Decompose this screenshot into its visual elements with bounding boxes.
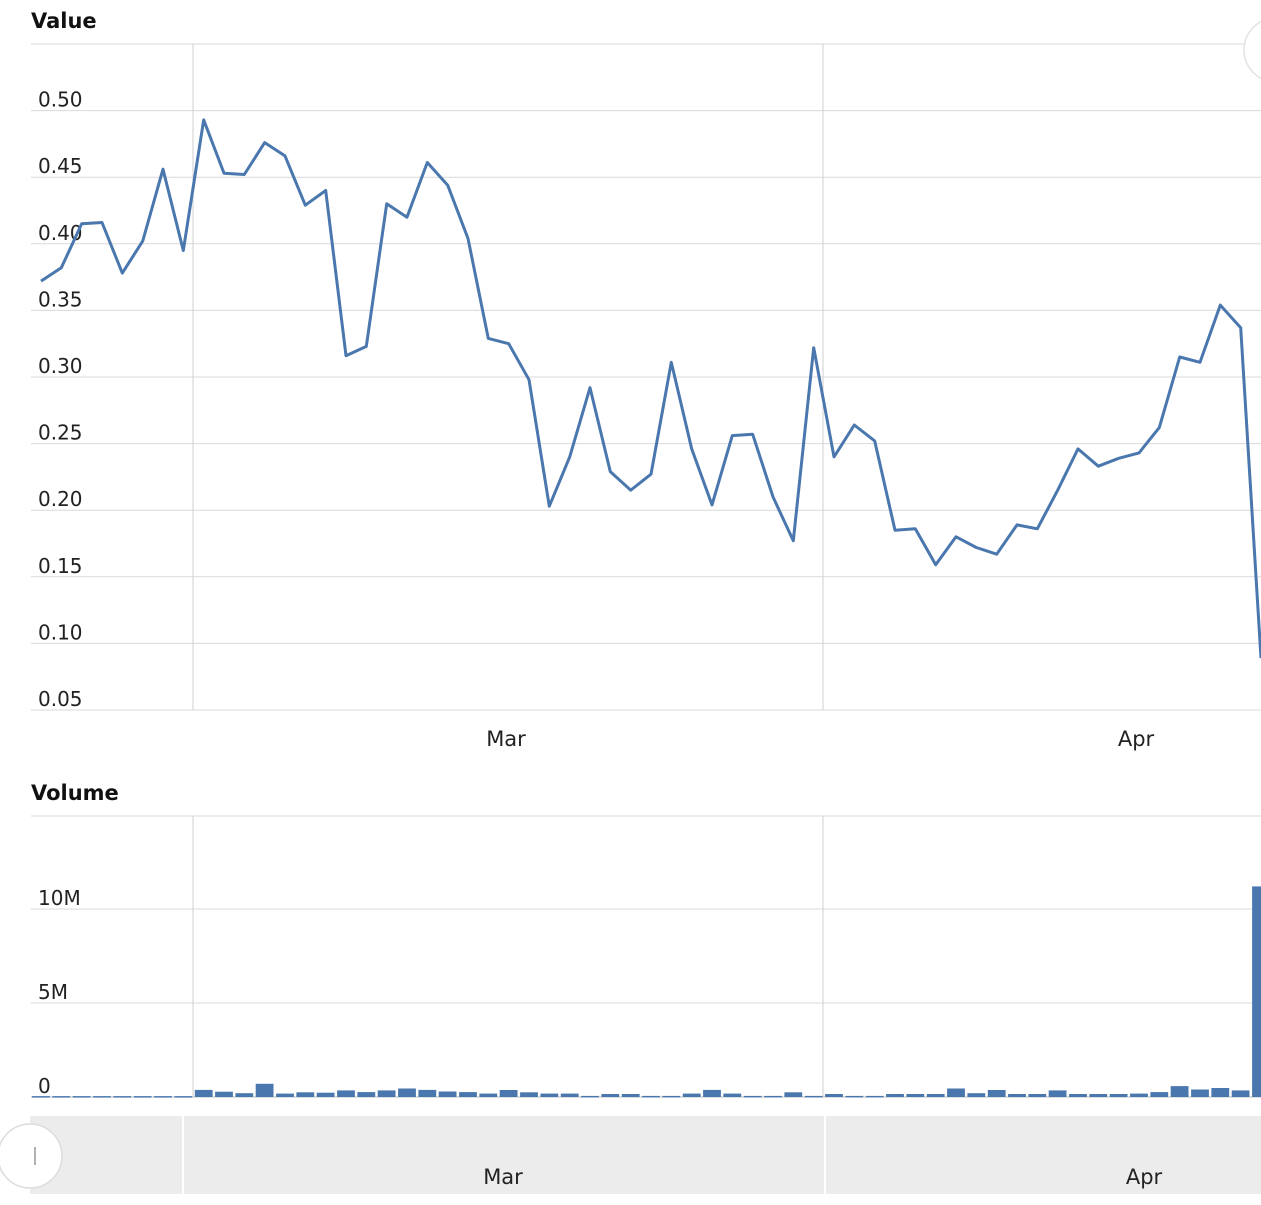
navigator-x-tick-label: Apr	[1126, 1165, 1163, 1189]
volume-bar[interactable]	[947, 1088, 965, 1098]
volume-bar[interactable]	[804, 1095, 823, 1098]
y-tick-label: 0.35	[38, 287, 83, 311]
volume-bar[interactable]	[1109, 1094, 1128, 1097]
volume-bar[interactable]	[398, 1088, 416, 1098]
volume-bar[interactable]	[886, 1094, 904, 1097]
volume-bar[interactable]	[723, 1093, 742, 1097]
volume-bar[interactable]	[1089, 1094, 1108, 1097]
volume-bar[interactable]	[662, 1095, 681, 1098]
volume-bar[interactable]	[418, 1089, 437, 1097]
volume-bar[interactable]	[825, 1094, 843, 1097]
volume-bar[interactable]	[926, 1094, 945, 1097]
volume-bar[interactable]	[377, 1090, 396, 1097]
volume-bar[interactable]	[174, 1096, 193, 1098]
volume-bar[interactable]	[499, 1090, 518, 1097]
volume-bar[interactable]	[1252, 886, 1261, 1097]
volume-bar[interactable]	[682, 1093, 701, 1097]
volume-panel: Volume 10M 5M 0	[31, 781, 1261, 1098]
volume-bar[interactable]	[1231, 1090, 1250, 1097]
value-x-tick-labels: Mar Apr	[486, 727, 1154, 751]
x-tick-label: Apr	[1118, 727, 1155, 751]
volume-bar[interactable]	[337, 1090, 355, 1097]
navigator-x-tick-labels: Mar Apr	[483, 1165, 1162, 1189]
volume-bar[interactable]	[1069, 1094, 1087, 1097]
volume-bar[interactable]	[1028, 1094, 1047, 1097]
volume-bar[interactable]	[255, 1083, 274, 1097]
navigator-left-handle[interactable]	[0, 1123, 63, 1189]
volume-bar[interactable]	[540, 1093, 559, 1097]
volume-bar[interactable]	[1150, 1092, 1169, 1097]
volume-bar[interactable]	[967, 1093, 986, 1097]
volume-bar[interactable]	[215, 1091, 233, 1097]
volume-bar[interactable]	[479, 1093, 498, 1097]
volume-bar[interactable]	[560, 1093, 579, 1097]
volume-bar[interactable]	[581, 1095, 599, 1098]
volume-bars[interactable]	[32, 886, 1261, 1098]
volume-bar[interactable]	[93, 1096, 111, 1098]
volume-bar[interactable]	[621, 1094, 640, 1097]
value-series[interactable]	[40, 118, 1261, 659]
navigator-background[interactable]	[30, 1116, 1261, 1194]
volume-bar[interactable]	[1191, 1089, 1209, 1098]
volume-bar[interactable]	[296, 1092, 315, 1097]
volume-bar[interactable]	[1048, 1090, 1067, 1097]
y-tick-label: 0.40	[38, 221, 83, 245]
volume-bar[interactable]	[235, 1093, 254, 1097]
range-navigator[interactable]: Mar Apr	[0, 1116, 1261, 1194]
volume-bar[interactable]	[1130, 1093, 1148, 1097]
y-tick-label: 5M	[38, 980, 68, 1004]
volume-bar[interactable]	[601, 1094, 620, 1097]
y-tick-label: 0.15	[38, 554, 83, 578]
y-tick-label: 10M	[38, 886, 81, 910]
volume-bar[interactable]	[133, 1096, 152, 1098]
value-panel-title: Value	[31, 9, 97, 33]
volume-bar[interactable]	[276, 1093, 294, 1097]
navigator-x-tick-label: Mar	[483, 1165, 523, 1189]
volume-bar[interactable]	[1170, 1086, 1189, 1097]
volume-bar[interactable]	[459, 1092, 477, 1097]
volume-bar[interactable]	[194, 1089, 213, 1097]
volume-panel-title: Volume	[31, 781, 119, 805]
y-tick-label: 0.10	[38, 620, 83, 644]
volume-bar[interactable]	[987, 1090, 1006, 1097]
volume-bar[interactable]	[72, 1096, 91, 1098]
y-tick-label: 0.45	[38, 154, 83, 178]
y-tick-label: 0	[38, 1074, 51, 1098]
y-tick-label: 0.25	[38, 421, 83, 445]
volume-bar[interactable]	[906, 1094, 925, 1097]
volume-bar[interactable]	[520, 1092, 538, 1097]
volume-bar[interactable]	[703, 1089, 721, 1097]
volume-bar[interactable]	[32, 1096, 50, 1098]
y-tick-label: 0.20	[38, 487, 83, 511]
y-tick-label: 0.30	[38, 354, 83, 378]
volume-bar[interactable]	[764, 1095, 782, 1098]
volume-bar[interactable]	[845, 1095, 864, 1098]
volume-gridlines	[31, 815, 1261, 1098]
volume-y-tick-labels: 10M 5M 0	[38, 886, 81, 1098]
volume-bar[interactable]	[357, 1092, 376, 1097]
x-tick-label: Mar	[486, 727, 526, 751]
value-line[interactable]	[40, 118, 1261, 659]
value-gridlines	[31, 43, 1261, 711]
value-panel: Value 0.500.450.400.350.300.250.200.150.…	[31, 9, 1261, 751]
volume-bar[interactable]	[52, 1096, 71, 1098]
volume-bar[interactable]	[1211, 1088, 1230, 1097]
volume-bar[interactable]	[1008, 1094, 1026, 1097]
volume-bar[interactable]	[438, 1091, 457, 1098]
volume-bar[interactable]	[642, 1095, 660, 1098]
volume-bar[interactable]	[316, 1092, 335, 1097]
y-tick-label: 0.50	[38, 88, 83, 112]
volume-bar[interactable]	[154, 1096, 172, 1098]
value-y-tick-labels: 0.50 0.45 0.40 0.35 0.30 0.25 0.20 0.15 0.10 0.05	[38, 88, 83, 711]
volume-bar[interactable]	[784, 1092, 803, 1097]
volume-bar[interactable]	[865, 1095, 884, 1098]
volume-bar[interactable]	[743, 1095, 762, 1098]
zoom-handle-top-right[interactable]	[1243, 18, 1261, 82]
volume-bar[interactable]	[113, 1096, 132, 1098]
y-tick-label: 0.05	[38, 687, 83, 711]
